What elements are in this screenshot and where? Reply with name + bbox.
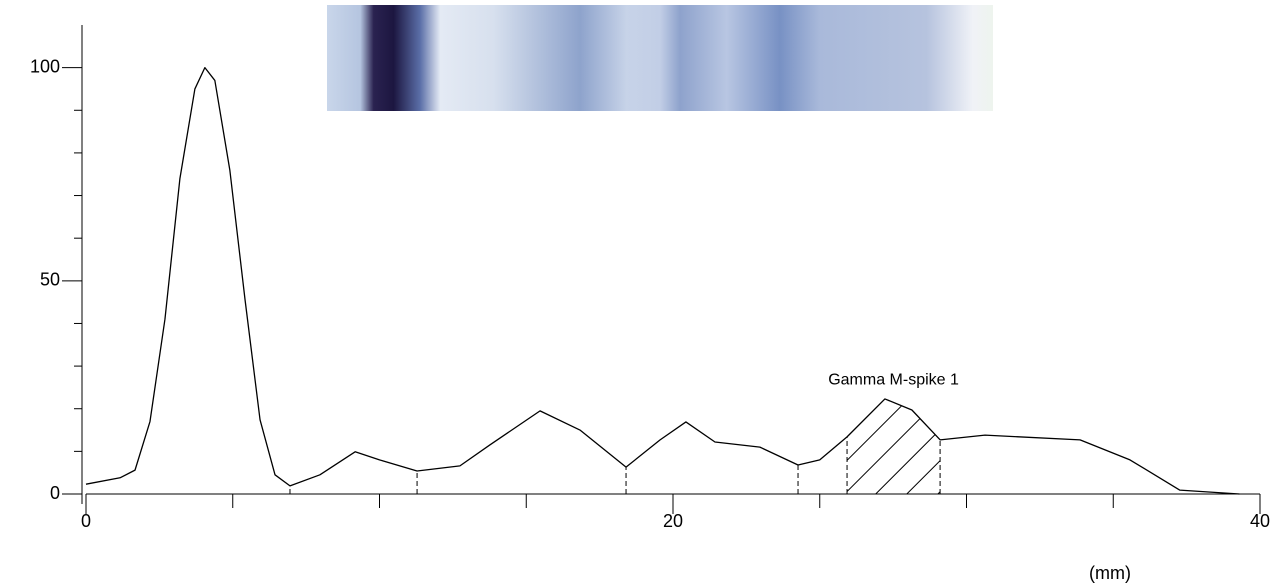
y-tick-label: 100 (30, 56, 60, 76)
x-tick-label: 0 (81, 511, 91, 531)
density-curve (85, 66, 1240, 495)
m-spike-label: Gamma M-spike 1 (828, 372, 959, 389)
x-tick-label: 40 (1250, 511, 1270, 531)
x-axis-label: (mm) (1089, 563, 1131, 583)
y-tick-label: 50 (40, 270, 60, 290)
y-tick-label: 0 (50, 483, 60, 503)
x-tick-label: 20 (663, 511, 683, 531)
m-spike-area (847, 398, 941, 494)
gel-strip (327, 5, 993, 111)
